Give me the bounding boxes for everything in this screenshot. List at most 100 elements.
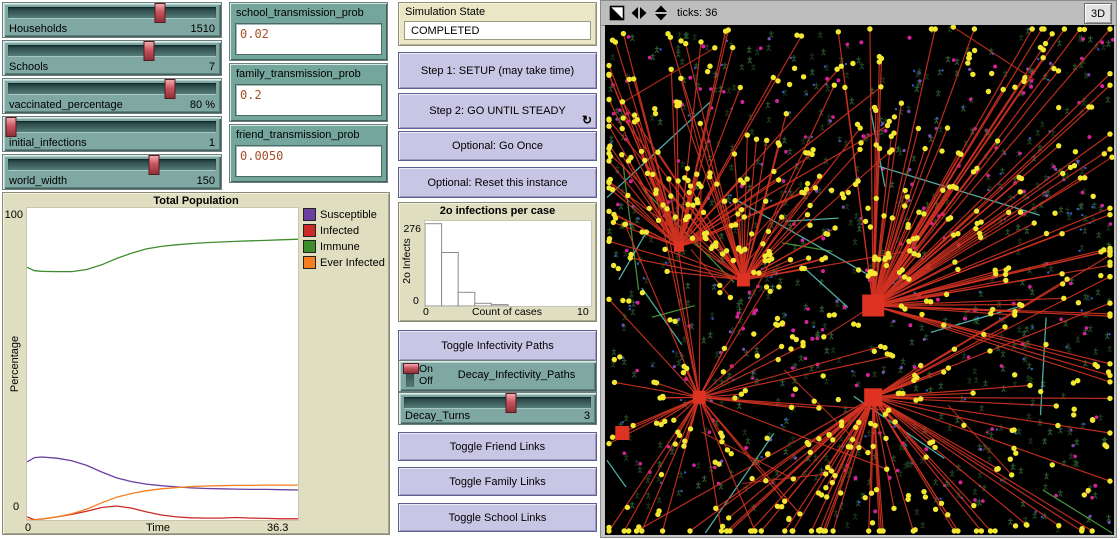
go-until-steady-button[interactable]: Step 2: GO UNTIL STEADY ↻ xyxy=(398,93,597,129)
vertical-arrows-icon[interactable] xyxy=(653,5,669,21)
histogram-canvas xyxy=(424,223,509,307)
slider-value: 1510 xyxy=(190,23,215,35)
view-3d-button[interactable]: 3D xyxy=(1084,3,1112,24)
button-label: Toggle Friend Links xyxy=(449,440,546,453)
slider-value: 7 xyxy=(208,61,215,73)
hist-x-axis-label: Count of cases xyxy=(471,306,543,318)
world-view[interactable] xyxy=(605,24,1115,535)
toggle-infectivity-paths-button[interactable]: Toggle Infectivity Paths xyxy=(398,330,597,361)
button-label: Optional: Reset this instance xyxy=(427,176,568,189)
input-label: school_transmission_prob xyxy=(236,7,364,19)
slider-label: initial_infections xyxy=(9,137,87,149)
decay-infectivity-paths-switch[interactable]: On Off Decay_Infectivity_Paths xyxy=(398,360,597,392)
legend-swatch xyxy=(303,256,316,269)
legend-item-susceptible: Susceptible xyxy=(303,208,385,221)
slider-track[interactable] xyxy=(8,41,216,61)
monitor-value: COMPLETED xyxy=(404,21,591,40)
input-label: friend_transmission_prob xyxy=(236,129,360,141)
y-tick-max: 100 xyxy=(4,209,23,221)
slider-label: Households xyxy=(9,23,68,35)
hist-x-tick-max: 10 xyxy=(577,306,589,318)
legend-item-immune: Immune xyxy=(303,240,385,253)
slider-initial-infections[interactable]: initial_infections 1 xyxy=(2,116,222,152)
slider-track[interactable] xyxy=(8,79,216,99)
legend-item-ever-infected: Ever Infected xyxy=(303,256,385,269)
slider-label: Decay_Turns xyxy=(405,410,471,422)
histogram-title: 2o infections per case xyxy=(439,205,556,217)
hist-x-tick-min: 0 xyxy=(423,306,429,318)
population-chart-canvas xyxy=(26,238,299,521)
monitor-label: Simulation State xyxy=(405,6,486,18)
legend-label: Ever Infected xyxy=(320,256,385,269)
hist-y-axis-label: 2o Infects xyxy=(401,238,413,284)
slider-value: 1 xyxy=(208,137,215,149)
slider-handle[interactable] xyxy=(148,155,160,175)
population-plot-panel: Total Population 100 0 Percentage 0 Time… xyxy=(2,192,390,535)
button-label: Optional: Go Once xyxy=(451,140,544,152)
slider-households[interactable]: Households 1510 xyxy=(2,2,222,38)
view-corner-icon[interactable] xyxy=(609,5,625,21)
horizontal-arrows-icon[interactable] xyxy=(631,5,647,21)
slider-handle[interactable] xyxy=(143,41,155,61)
simulation-state-monitor: Simulation State COMPLETED xyxy=(398,2,597,46)
toggle-family-links-button[interactable]: Toggle Family Links xyxy=(398,467,597,496)
legend-label: Susceptible xyxy=(320,208,377,221)
hist-y-tick-min: 0 xyxy=(413,295,419,307)
legend-label: Immune xyxy=(320,240,360,253)
hist-y-tick-max: 276 xyxy=(403,223,421,235)
slider-track[interactable] xyxy=(404,393,591,413)
button-label: Step 1: SETUP (may take time) xyxy=(420,64,575,77)
slider-label: vaccinated_percentage xyxy=(9,99,123,111)
legend-item-infected: Infected xyxy=(303,224,385,237)
slider-handle[interactable] xyxy=(505,393,517,413)
input-school-transmission-prob: school_transmission_prob 0.02 xyxy=(229,2,388,61)
plot-legend: Susceptible Infected Immune Ever Infecte… xyxy=(303,208,385,272)
legend-swatch xyxy=(303,240,316,253)
input-label: family_transmission_prob xyxy=(236,68,361,80)
world-titlebar: ticks: 36 3D xyxy=(601,1,1116,26)
setup-button[interactable]: Step 1: SETUP (may take time) xyxy=(398,52,597,89)
input-field[interactable]: 0.02 xyxy=(235,23,382,55)
slider-handle[interactable] xyxy=(5,117,17,137)
slider-decay-turns[interactable]: Decay_Turns 3 xyxy=(398,392,597,425)
x-tick-min: 0 xyxy=(25,522,32,534)
slider-handle[interactable] xyxy=(154,3,166,23)
switch-off-label: Off xyxy=(419,375,433,387)
toggle-school-links-button[interactable]: Toggle School Links xyxy=(398,503,597,532)
slider-track[interactable] xyxy=(5,117,216,137)
switch-track[interactable] xyxy=(403,363,419,387)
go-once-button[interactable]: Optional: Go Once xyxy=(398,131,597,161)
plot-area xyxy=(26,207,299,521)
input-value: 0.02 xyxy=(240,27,269,41)
x-tick-max: 36.3 xyxy=(267,522,289,534)
button-label: Toggle Infectivity Paths xyxy=(441,339,554,352)
input-field[interactable]: 0.0050 xyxy=(235,145,382,177)
world-canvas xyxy=(605,24,1115,535)
slider-vaccinated-percentage[interactable]: vaccinated_percentage 80 % xyxy=(2,78,222,114)
toggle-friend-links-button[interactable]: Toggle Friend Links xyxy=(398,432,597,461)
forever-icon: ↻ xyxy=(581,113,592,127)
x-axis-label: Time xyxy=(145,522,171,534)
button-label: Toggle School Links xyxy=(448,511,547,524)
legend-label: Infected xyxy=(320,224,360,237)
slider-world-width[interactable]: world_width 150 xyxy=(2,154,222,190)
switch-name: Decay_Infectivity_Paths xyxy=(457,369,576,381)
switch-handle[interactable] xyxy=(403,363,419,374)
slider-schools[interactable]: Schools 7 xyxy=(2,40,222,76)
y-axis-label: Percentage xyxy=(9,335,21,393)
reset-instance-button[interactable]: Optional: Reset this instance xyxy=(398,167,597,198)
slider-label: Schools xyxy=(9,61,49,73)
world-view-window: ticks: 36 3D xyxy=(600,0,1117,538)
input-friend-transmission-prob: friend_transmission_prob 0.0050 xyxy=(229,124,388,183)
input-value: 0.2 xyxy=(240,88,262,102)
input-field[interactable]: 0.2 xyxy=(235,84,382,116)
slider-track[interactable] xyxy=(8,155,216,175)
slider-track[interactable] xyxy=(8,3,216,23)
legend-swatch xyxy=(303,224,316,237)
input-value: 0.0050 xyxy=(240,149,284,163)
secondary-infections-histogram: 2o infections per case 276 0 2o Infects … xyxy=(398,202,597,322)
slider-value: 150 xyxy=(196,175,215,187)
slider-handle[interactable] xyxy=(164,79,176,99)
button-label: Toggle Family Links xyxy=(449,475,546,488)
